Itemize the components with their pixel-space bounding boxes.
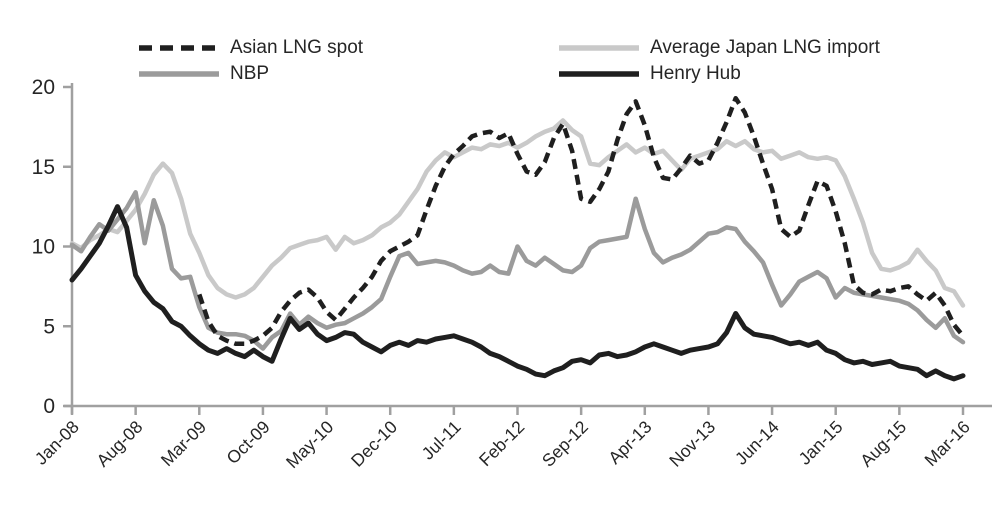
x-axis-tick-label: Apr-13 — [604, 417, 655, 468]
legend-item-asian-lng-spot: Asian LNG spot — [137, 37, 363, 59]
legend-label-asian-lng-spot: Asian LNG spot — [230, 37, 364, 58]
legend-item-average-japan-lng-import: Average Japan LNG import — [557, 37, 880, 59]
x-axis-tick-label: Jul-11 — [418, 417, 465, 464]
x-axis-tick-label: Aug-15 — [856, 417, 910, 471]
y-axis-tick-label: 10 — [32, 236, 55, 259]
legend-swatch-average-japan-lng-import-icon — [559, 45, 639, 51]
x-axis-tick-label: Sep-12 — [538, 417, 592, 471]
x-axis-tick-label: Aug-08 — [92, 417, 146, 471]
legend-label-henry-hub: Henry Hub — [650, 63, 741, 84]
x-axis-tick-label: Mar-09 — [157, 417, 210, 470]
x-axis-tick-label: May-10 — [282, 417, 338, 473]
y-axis-tick-label: 5 — [43, 315, 55, 338]
y-axis-tick-label: 15 — [32, 156, 55, 179]
series-line-nbp — [69, 190, 966, 351]
series-line-asian-lng-spot — [197, 95, 965, 347]
x-axis-tick-label: Nov-13 — [665, 417, 719, 471]
legend-label-average-japan-lng-import: Average Japan LNG import — [650, 37, 880, 58]
legend-item-nbp: NBP — [137, 63, 269, 85]
x-axis-tick-label: Jan-15 — [795, 417, 847, 469]
series-line-henry-hub — [69, 204, 966, 382]
x-axis-tick-label: Jan-08 — [31, 417, 83, 469]
legend-swatch-henry-hub-icon — [559, 71, 639, 77]
x-axis-tick-label: Mar-16 — [920, 417, 973, 470]
x-axis-tick-label: Oct-09 — [222, 417, 273, 468]
x-axis-tick-label: Dec-10 — [347, 417, 401, 471]
y-axis-tick-label: 0 — [43, 395, 55, 418]
legend-swatch-asian-lng-spot-icon — [139, 45, 219, 51]
legend-label-nbp: NBP — [230, 63, 270, 84]
y-axis-tick-label: 20 — [32, 76, 55, 99]
legend-swatch-nbp-icon — [139, 71, 219, 77]
x-axis-tick-label: Jun-14 — [731, 417, 783, 469]
legend-item-henry-hub: Henry Hub — [557, 63, 741, 85]
series-line-average-japan-lng-import — [69, 118, 966, 308]
x-axis-tick-label: Feb-12 — [475, 417, 528, 470]
